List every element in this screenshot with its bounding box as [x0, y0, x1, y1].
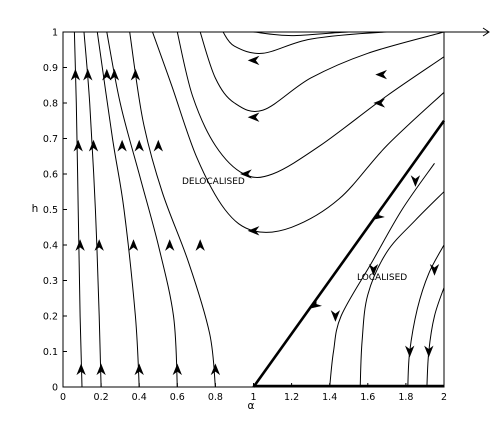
x-tick-label: 0.8: [208, 392, 223, 403]
flow-trajectory: [199, 32, 444, 112]
flow-arrow-icon: [247, 226, 260, 236]
y-tick-label: 0.8: [43, 99, 58, 110]
flow-arrow-icon: [134, 363, 144, 376]
flow-arrow-icon: [88, 139, 99, 152]
y-tick-label: 0.9: [43, 63, 58, 74]
flow-arrow-icon: [83, 68, 93, 81]
flow-arrow-icon: [373, 98, 386, 108]
localised-label: LOCALISED: [357, 273, 407, 283]
flow-arrow-icon: [134, 139, 144, 152]
delocalised-label: DELOCALISED: [182, 177, 245, 187]
flow-arrow-icon: [210, 363, 221, 376]
flow-arrow-icon: [309, 298, 323, 309]
y-axis-label: h: [32, 203, 39, 215]
flow-trajectory: [83, 32, 102, 387]
flow-arrow-icon: [94, 239, 104, 251]
flow-trajectory: [253, 32, 397, 37]
flow-arrow-icon: [70, 68, 81, 81]
flow-arrow-icon: [247, 112, 260, 122]
flow-arrow-icon: [73, 139, 83, 152]
flow-arrow-icon: [368, 264, 379, 276]
x-tick-label: 0.4: [132, 392, 147, 403]
flow-trajectory: [359, 191, 444, 387]
x-tick-label: 1: [250, 392, 256, 403]
flow-trajectory: [129, 32, 216, 387]
top-right-arrowhead-icon: [482, 27, 490, 37]
flow-arrow-icon: [76, 363, 86, 376]
y-tick-label: 0: [52, 383, 58, 394]
flow-trajectory: [407, 244, 444, 387]
flow-trajectory: [152, 32, 444, 233]
flow-arrow-icon: [130, 68, 141, 81]
flow-arrow-icon: [372, 209, 385, 220]
y-tick-label: 0.1: [43, 347, 58, 358]
flow-arrow-icon: [109, 68, 120, 81]
y-tick-label: 0.3: [43, 276, 58, 287]
flow-arrow-icon: [128, 239, 139, 251]
flow-trajectory: [73, 32, 83, 387]
flow-arrow-icon: [424, 345, 434, 358]
plot-frame: [62, 31, 445, 388]
y-tick-label: 0.5: [43, 205, 58, 216]
y-tick-label: 0.2: [43, 312, 58, 323]
x-tick-label: 0.6: [170, 392, 185, 403]
flow-trajectory: [426, 287, 444, 387]
flow-trajectory: [222, 32, 444, 54]
y-tick-label: 0.6: [43, 170, 58, 181]
x-tick-label: 1.6: [360, 392, 375, 403]
flow-arrow-icon: [96, 363, 106, 376]
flow-arrow-icon: [405, 345, 415, 358]
x-tick-label: 1.2: [284, 392, 299, 403]
flow-arrow-icon: [153, 139, 163, 152]
x-tick-label: 1.8: [398, 392, 413, 403]
flow-arrow-icon: [165, 239, 175, 251]
flow-arrow-icon: [410, 175, 421, 187]
flow-arrow-icon: [375, 69, 387, 80]
flow-arrow-icon: [172, 363, 182, 376]
flow-arrow-icon: [117, 139, 127, 152]
flow-arrow-icon: [75, 239, 85, 251]
flow-trajectory: [329, 163, 435, 387]
x-tick-label: 2: [441, 392, 447, 403]
flow-arrow-icon: [195, 239, 205, 251]
flow-arrow-icon: [102, 68, 112, 81]
flow-arrow-icon: [240, 169, 252, 179]
flow-trajectory: [96, 32, 140, 387]
x-tick-label: 0: [60, 392, 66, 403]
x-tick-label: 1.4: [322, 392, 337, 403]
y-tick-label: 0.4: [43, 241, 58, 252]
flow-arrow-icon: [330, 310, 341, 322]
x-axis-label: α: [248, 400, 255, 412]
separatrix-line: [252, 119, 446, 388]
y-tick-label: 1: [52, 28, 58, 39]
x-tick-label: 0.2: [94, 392, 109, 403]
y-tick-label: 0.7: [43, 134, 58, 145]
flow-arrow-icon: [247, 55, 260, 66]
flow-arrow-icon: [429, 264, 440, 276]
flow-trajectory: [176, 32, 444, 179]
flow-trajectory: [106, 32, 178, 387]
